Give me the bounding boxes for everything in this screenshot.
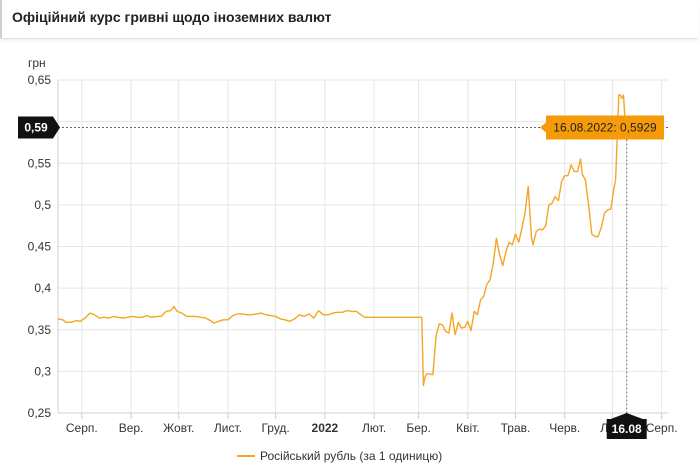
x-value-badge-arrow xyxy=(610,413,643,419)
y-tick-label: 0,65 xyxy=(28,73,52,87)
y-tick-label: 0,55 xyxy=(28,156,52,170)
x-value-badge-label: 16.08 xyxy=(612,422,642,436)
y-axis-ticks: 0,65 0,55 0,5 0,45 0,4 0,35 0,3 0,25 xyxy=(28,73,52,420)
y-value-badge-label: 0,59 xyxy=(24,121,48,135)
x-tick-label: Вер. xyxy=(119,421,144,435)
x-tick-label: Черв. xyxy=(549,421,580,435)
x-tick-label: Квіт. xyxy=(456,421,480,435)
x-value-badge xyxy=(606,419,647,439)
chart-title: Офіційний курс гривні щодо іноземних вал… xyxy=(12,9,332,25)
value-tooltip xyxy=(540,115,664,140)
crosshair: 0,59 16.08.2022: 0,5929 16.08 xyxy=(18,115,668,439)
x-tick-label: Серп. xyxy=(646,421,678,435)
x-tick-label: Жовт. xyxy=(163,421,194,435)
y-tick-label: 0,45 xyxy=(28,240,52,254)
chart-header: Офіційний курс гривні щодо іноземних вал… xyxy=(0,0,698,39)
x-tick-label: Лют. xyxy=(362,421,386,435)
x-tick-label: Груд. xyxy=(261,421,289,435)
y-tick-label: 0,4 xyxy=(34,281,51,295)
x-tick-label: Серп. xyxy=(66,421,98,435)
y-value-badge xyxy=(18,116,60,139)
x-tick-label: Лист. xyxy=(214,421,242,435)
series-group xyxy=(57,94,628,387)
x-tick-label: Бер. xyxy=(406,421,431,435)
y-axis-unit-label: грн xyxy=(28,56,46,70)
x-tick-label: 2022 xyxy=(312,421,339,435)
x-tick-label: Трав. xyxy=(501,421,531,435)
y-tick-label: 0,35 xyxy=(28,323,52,337)
y-tick-label: 0,25 xyxy=(28,406,52,420)
header-accent xyxy=(0,0,2,38)
y-tick-label: 0,5 xyxy=(34,198,51,212)
y-tick-label: 0,3 xyxy=(34,364,51,378)
legend[interactable]: Російський рубль (за 1 одиницю) xyxy=(237,449,442,463)
legend-label[interactable]: Російський рубль (за 1 одиницю) xyxy=(260,449,442,463)
series-line-0[interactable] xyxy=(57,94,628,387)
grid-vertical xyxy=(58,80,668,419)
value-tooltip-label: 16.08.2022: 0,5929 xyxy=(553,121,657,135)
x-axis-ticks: Серп. Вер. Жовт. Лист. Груд. 2022 Лют. Бер. Квіт… xyxy=(66,421,678,435)
